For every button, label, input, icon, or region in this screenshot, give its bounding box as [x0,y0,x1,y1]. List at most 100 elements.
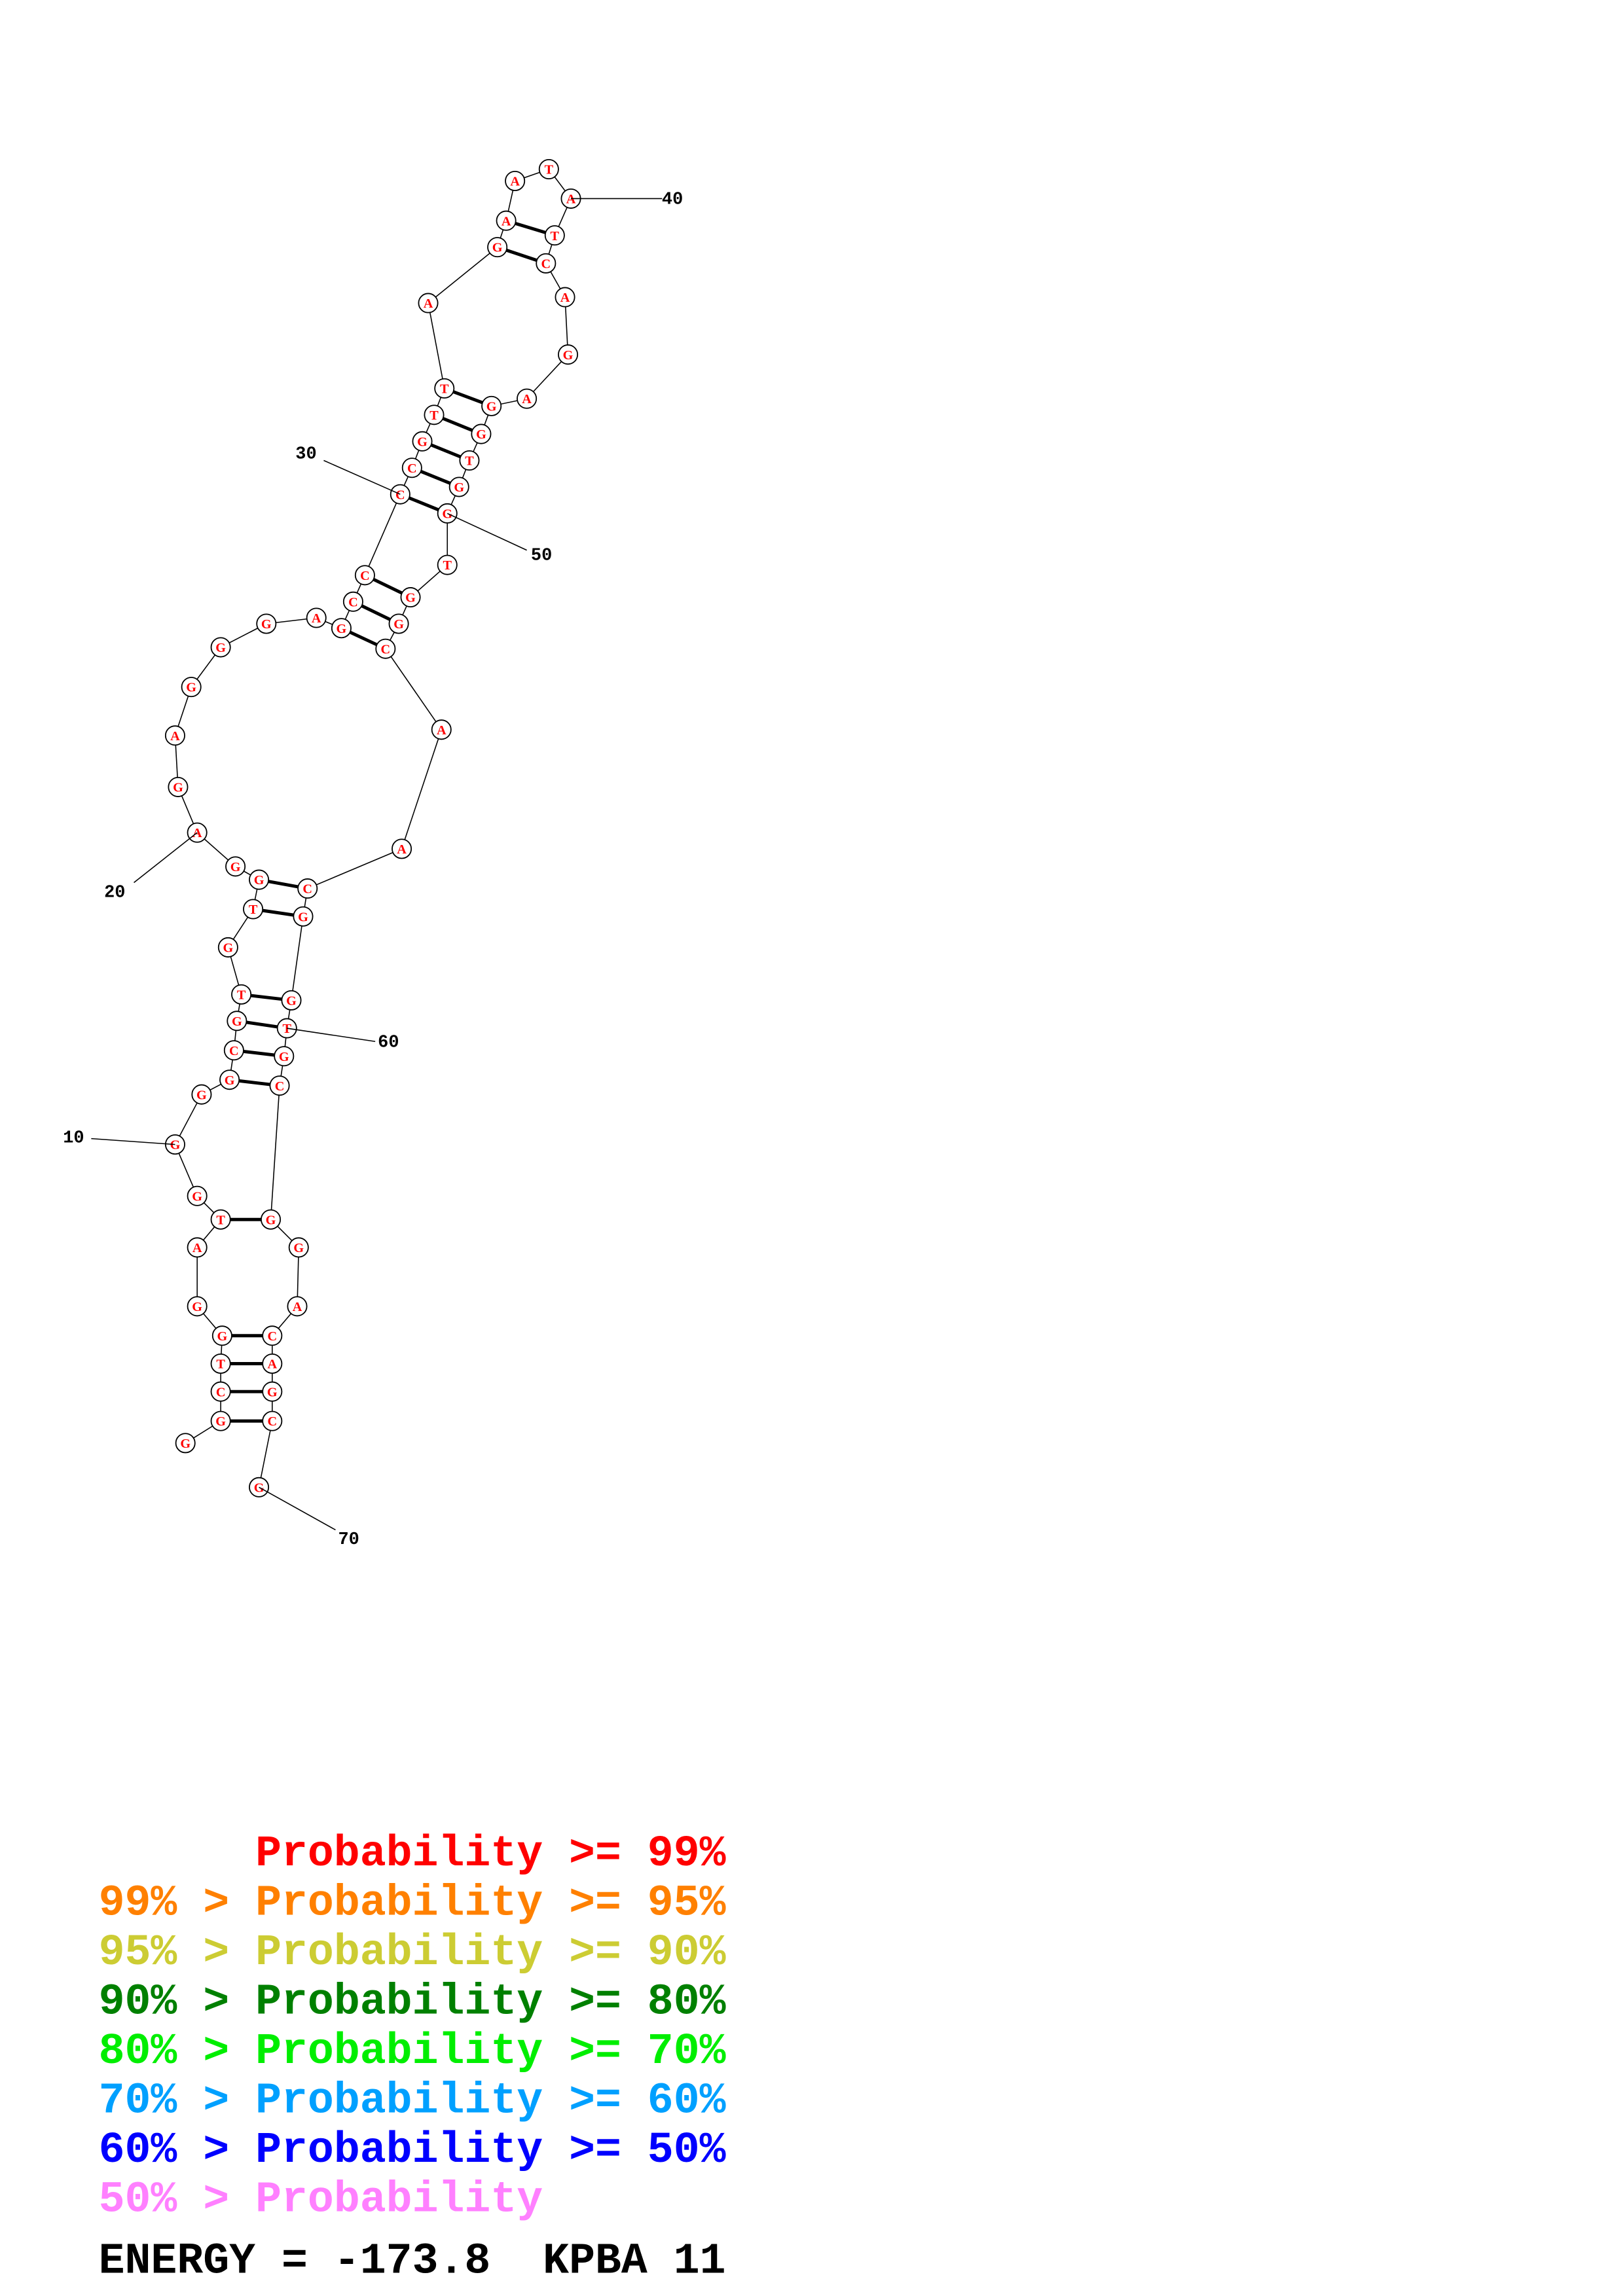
nucleotide-letter: G [337,622,347,636]
nucleotide-circle [293,906,314,927]
nucleotide-circle [306,607,327,628]
nucleotide-letter: G [196,1088,207,1102]
nucleotide-circle [431,719,452,740]
nucleotide-letter: A [522,392,532,406]
nucleotide-letter: G [267,1385,278,1399]
legend-entry: 50% > Probability [99,2175,543,2224]
nucleotide-letter: C [267,1329,277,1344]
nucleotide-letter: T [216,1357,225,1372]
nucleotide-letter: G [492,241,503,255]
position-label: 30 [295,445,316,465]
nucleotide-circle [505,170,526,191]
nucleotide-letter: C [407,461,417,476]
nucleotide-circle [274,1046,295,1067]
nucleotide-letter: T [440,382,449,397]
nucleotide-circle [231,984,252,1005]
nucleotide-circle [437,554,458,575]
legend-entry: 60% > Probability >= 50% [99,2126,726,2175]
nucleotide-letter: A [437,723,447,738]
nucleotide-circle [210,1410,231,1431]
position-tick [447,512,527,551]
nucleotide-circle [424,404,445,425]
nucleotide-letter: T [429,408,439,423]
position-tick [91,1138,175,1145]
backbone-segment [385,648,442,730]
legend-entry: 95% > Probability >= 90% [99,1928,726,1977]
nucleotide-letter: G [279,1050,289,1064]
nucleotide-letter: G [293,1241,304,1255]
nucleotide-letter: G [192,1300,202,1314]
position-label: 60 [378,1033,399,1053]
legend-entry: 70% > Probability >= 60% [99,2076,726,2125]
nucleotide-circle [210,1353,231,1374]
nucleotide-circle [401,457,422,478]
nucleotide-letter: C [275,1079,285,1094]
nucleotide-letter: A [424,296,433,311]
nucleotide-circle [388,613,409,634]
nucleotide-circle [558,344,579,365]
nucleotide-circle [262,1410,283,1431]
backbone [174,168,572,1488]
nucleotide-letter: A [192,826,202,840]
backbone-segment [364,493,401,576]
nucleotide-circle [227,1011,247,1031]
nucleotide-circle [187,1237,208,1258]
nucleotide-letter: T [465,454,474,469]
nucleotide-circle [412,431,433,452]
nucleotide-letter: G [476,427,486,442]
nucleotide-circle [487,237,508,258]
nucleotide-letter: C [541,257,551,271]
position-label: 10 [63,1129,84,1149]
nucleotide-letter: A [566,192,576,207]
nucleotide-circle [168,776,189,797]
nucleotide-circle [481,395,502,416]
nucleotide-letter: C [229,1044,239,1058]
nucleotide-circle [243,899,264,920]
nucleotide-circle [164,725,185,746]
nucleotide-letter: G [217,1329,228,1344]
nucleotide-letter: A [312,611,321,626]
nucleotide-circle [191,1084,212,1105]
nucleotide-circle [262,1353,283,1374]
nucleotide-circle [517,388,538,409]
nucleotide-letter: A [397,842,407,857]
nucleotide-circle [175,1433,196,1454]
nucleotide-letter: C [381,642,391,656]
nucleotide-letter: G [230,860,241,874]
nucleotide-circle [269,1075,290,1096]
nucleotide-circle [210,637,231,658]
nucleotide-letter: C [395,488,405,502]
nucleotide-letter: G [261,617,272,632]
nucleotide-circle [471,423,492,444]
nucleotide-letter: G [405,591,416,605]
nucleotide-circle [331,618,352,639]
nucleotide-letter: G [442,507,452,522]
nucleotide-circle [448,476,469,497]
nucleotide-circle [459,450,480,471]
nucleotide-letter: G [186,681,196,695]
legend-entry: Probability >= 99% [255,1829,726,1878]
nucleotide-circle [262,1381,283,1402]
position-label: 20 [104,883,125,903]
nucleotide-letter: C [216,1385,226,1399]
nucleotide-letter: C [360,569,370,583]
position-tick [259,1486,336,1531]
nucleotide-circle [187,1185,208,1206]
nucleotide-circle [342,591,363,612]
nucleotide-letter: G [170,1138,181,1153]
nucleotide-letter: T [443,558,452,573]
nucleotide-letter: G [563,348,574,363]
legend-entry: 80% > Probability >= 70% [99,2027,726,2076]
position-label: 40 [662,190,683,210]
backbone-segment [291,916,304,1001]
position-tick [287,1028,376,1043]
legend-entry: 99% > Probability >= 95% [99,1878,726,1928]
nucleotide-circle [210,1381,231,1402]
nucleotide-circle [261,1209,282,1230]
nucleotide-circle [211,1325,232,1346]
nucleotide-circle [354,565,375,586]
legend-entry: 90% > Probability >= 80% [99,1977,726,2026]
nucleotide-letter: G [286,994,297,1008]
